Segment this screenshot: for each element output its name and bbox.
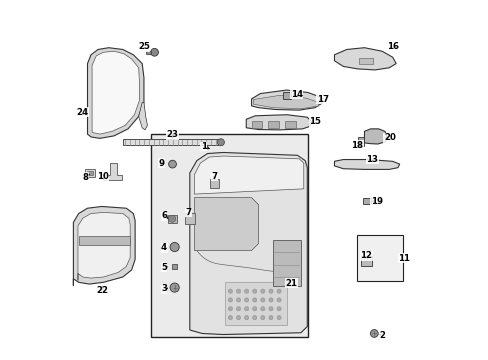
Bar	[172, 264, 177, 269]
Polygon shape	[92, 51, 139, 134]
Text: 2: 2	[378, 331, 385, 340]
Text: 7: 7	[211, 172, 217, 181]
Polygon shape	[87, 48, 143, 138]
Text: 3: 3	[161, 284, 167, 293]
Text: 7: 7	[184, 208, 191, 217]
Circle shape	[170, 283, 179, 292]
Bar	[167, 215, 176, 223]
Polygon shape	[194, 156, 303, 194]
Circle shape	[260, 289, 264, 293]
Circle shape	[168, 215, 175, 222]
Text: 10: 10	[97, 172, 108, 181]
Polygon shape	[103, 163, 122, 180]
Circle shape	[236, 315, 240, 320]
Circle shape	[228, 307, 232, 311]
Bar	[356, 235, 402, 280]
Text: 6: 6	[161, 211, 167, 220]
Polygon shape	[139, 102, 147, 130]
Circle shape	[268, 315, 272, 320]
Text: 20: 20	[383, 133, 395, 142]
Circle shape	[276, 298, 281, 302]
Circle shape	[252, 298, 256, 302]
Text: 8: 8	[82, 173, 88, 182]
Polygon shape	[334, 159, 399, 170]
Polygon shape	[194, 198, 258, 251]
Circle shape	[228, 289, 232, 293]
Bar	[268, 121, 279, 128]
Polygon shape	[189, 153, 306, 334]
Circle shape	[260, 298, 264, 302]
Circle shape	[252, 307, 256, 311]
Circle shape	[260, 315, 264, 320]
Polygon shape	[79, 237, 130, 245]
Text: 24: 24	[77, 108, 89, 117]
Bar	[87, 171, 93, 175]
Circle shape	[150, 48, 158, 56]
Polygon shape	[253, 95, 318, 109]
Circle shape	[228, 298, 232, 302]
Bar	[209, 179, 219, 189]
Circle shape	[236, 289, 240, 293]
Bar	[357, 138, 363, 146]
Bar	[363, 198, 370, 204]
Bar	[84, 169, 95, 177]
Text: 14: 14	[290, 90, 302, 99]
Text: 13: 13	[366, 155, 377, 164]
Text: 17: 17	[316, 95, 328, 104]
Circle shape	[268, 289, 272, 293]
Circle shape	[168, 160, 176, 168]
Polygon shape	[364, 129, 386, 144]
Polygon shape	[73, 207, 135, 286]
Circle shape	[268, 298, 272, 302]
Text: 22: 22	[97, 285, 108, 294]
Circle shape	[228, 315, 232, 320]
Circle shape	[244, 289, 248, 293]
Bar	[184, 213, 194, 224]
Circle shape	[244, 298, 248, 302]
Polygon shape	[78, 212, 130, 280]
Circle shape	[252, 289, 256, 293]
Text: 9: 9	[158, 158, 164, 167]
Circle shape	[276, 289, 281, 293]
Circle shape	[244, 307, 248, 311]
Text: 18: 18	[351, 141, 363, 150]
Bar	[122, 139, 218, 145]
Text: 16: 16	[386, 42, 399, 51]
Circle shape	[276, 307, 281, 311]
Circle shape	[370, 330, 377, 337]
Circle shape	[236, 298, 240, 302]
Bar	[272, 240, 300, 286]
Circle shape	[268, 307, 272, 311]
Text: 21: 21	[285, 279, 297, 288]
Circle shape	[217, 139, 224, 146]
Text: 12: 12	[360, 251, 371, 260]
Bar	[151, 134, 307, 337]
Circle shape	[244, 315, 248, 320]
Text: 25: 25	[138, 42, 150, 51]
Circle shape	[260, 307, 264, 311]
Bar	[285, 121, 295, 128]
Text: 5: 5	[161, 263, 167, 272]
Bar	[251, 121, 262, 128]
Text: 4: 4	[161, 243, 167, 252]
Text: 11: 11	[397, 254, 409, 263]
Polygon shape	[251, 90, 322, 110]
Polygon shape	[334, 48, 395, 70]
Bar	[358, 58, 372, 64]
Text: 15: 15	[308, 117, 320, 126]
Bar	[224, 282, 286, 325]
Polygon shape	[246, 115, 311, 130]
Circle shape	[170, 242, 179, 252]
Text: 23: 23	[166, 130, 178, 139]
Text: 1: 1	[201, 142, 206, 151]
Bar	[360, 256, 371, 266]
Circle shape	[276, 315, 281, 320]
Circle shape	[252, 315, 256, 320]
Bar	[283, 92, 290, 99]
Bar	[145, 50, 150, 54]
Circle shape	[236, 307, 240, 311]
Text: 19: 19	[370, 197, 382, 206]
